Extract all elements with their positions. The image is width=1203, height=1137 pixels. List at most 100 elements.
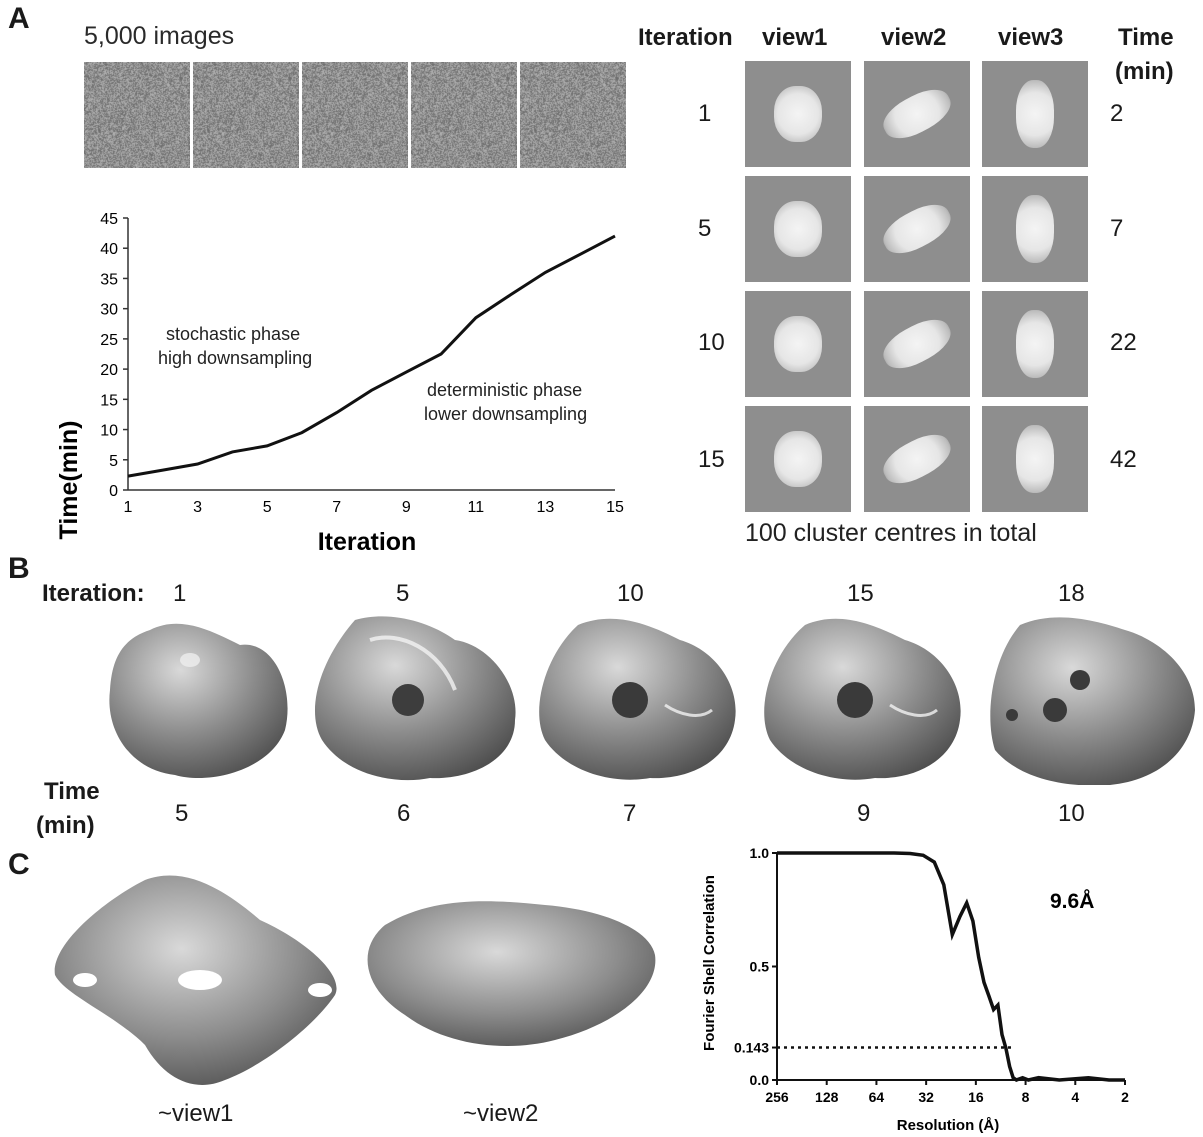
y-tick-label: 35 (100, 271, 118, 288)
cluster-centre-image (864, 61, 970, 167)
map-time: 5 (175, 800, 189, 827)
cluster-centre-image (982, 406, 1088, 512)
fsc-y-axis-label: Fourier Shell Correlation (701, 875, 718, 1051)
raw-image (520, 62, 626, 168)
cluster-centre-image (745, 291, 851, 397)
raw-image (411, 62, 517, 168)
view2-label: ~view2 (463, 1100, 539, 1127)
raw-image (193, 62, 299, 168)
y-tick-label: 10 (100, 423, 118, 440)
chart-axes (127, 218, 615, 491)
particle-blob (1016, 80, 1054, 148)
fsc-x-tick-label: 8 (1022, 1089, 1030, 1105)
x-axis-label: Iteration (318, 528, 417, 556)
map-iteration: 18 (1058, 580, 1085, 607)
grid-caption: 100 cluster centres in total (745, 519, 1037, 547)
x-tick-label: 7 (332, 499, 341, 516)
particle-blob (774, 201, 822, 257)
grid-header-view3: view3 (998, 24, 1064, 51)
row-time-value: 22 (1110, 329, 1137, 356)
fsc-ticks: 0.0 0.143 0.5 1.0 256 128 64 32 16 8 4 2 (734, 845, 1129, 1105)
particle-blob (774, 431, 822, 487)
particle-blob (1016, 425, 1054, 493)
cluster-centre-image (745, 406, 851, 512)
raw-image (84, 62, 190, 168)
fsc-curve (777, 851, 1125, 1082)
view1-label: ~view1 (158, 1100, 234, 1127)
fsc-y-tick-label: 0.143 (734, 1040, 769, 1056)
iteration-row-label: Iteration: (42, 580, 145, 607)
x-tick-label: 1 (124, 499, 133, 516)
cluster-centre-image (982, 61, 1088, 167)
row-iteration-label: 1 (698, 100, 712, 127)
map-time: 7 (623, 800, 637, 827)
density-map-iter10 (539, 618, 736, 780)
density-map-iter1 (109, 623, 288, 778)
cluster-centre-image (745, 176, 851, 282)
y-tick-label: 25 (100, 332, 118, 349)
map-iteration: 1 (173, 580, 187, 607)
fsc-x-tick-label: 256 (765, 1089, 789, 1105)
fsc-y-tick-label: 0.0 (750, 1072, 770, 1088)
map-time: 9 (857, 800, 871, 827)
map-iteration: 5 (396, 580, 410, 607)
x-tick-label: 11 (468, 499, 485, 516)
cluster-centre-image (864, 406, 970, 512)
particle-blob (876, 196, 958, 262)
fsc-x-tick-label: 32 (918, 1089, 934, 1105)
final-map-view1 (54, 875, 337, 1085)
fsc-x-axis-label: Resolution (Å) (897, 1117, 1000, 1134)
y-tick-label: 45 (100, 211, 118, 228)
fsc-x-tick-label: 4 (1071, 1089, 1079, 1105)
fsc-y-tick-label: 1.0 (750, 845, 770, 861)
particle-blob (876, 426, 958, 492)
y-tick-label: 30 (100, 302, 118, 319)
raw-image (302, 62, 408, 168)
particle-blob (1016, 310, 1054, 378)
panel-a-letter: A (8, 2, 30, 35)
fsc-x-tick-label: 128 (815, 1089, 839, 1105)
series-line (127, 234, 616, 478)
x-tick-label: 5 (263, 499, 272, 516)
y-tick-label: 20 (100, 362, 118, 379)
fsc-x-tick-label: 2 (1121, 1089, 1129, 1105)
density-map-series (109, 616, 1195, 785)
cluster-centre-image (864, 176, 970, 282)
row-time-value: 42 (1110, 446, 1137, 473)
particle-blob (774, 316, 822, 372)
map-iteration: 15 (847, 580, 874, 607)
row-iteration-label: 15 (698, 446, 725, 473)
row-time-value: 2 (1110, 100, 1124, 127)
panel-c-letter: C (8, 848, 30, 881)
map-time: 6 (397, 800, 411, 827)
grid-header-time-unit: (min) (1115, 58, 1174, 85)
annotation-deterministic-line1: deterministic phase (427, 380, 582, 400)
row-iteration-label: 10 (698, 329, 725, 356)
density-map-iter5 (314, 616, 516, 781)
y-axis-label: Time(min) (55, 421, 83, 540)
fsc-y-tick-label: 0.5 (750, 959, 770, 975)
particle-blob (876, 311, 958, 377)
x-tick-label: 13 (537, 499, 555, 516)
annotation-stochastic-line2: high downsampling (158, 348, 312, 368)
density-map-iter15 (764, 618, 961, 780)
final-map-views (54, 875, 656, 1085)
annotation-stochastic-line1: stochastic phase (166, 324, 300, 344)
fsc-chart: 0.0 0.143 0.5 1.0 256 128 64 32 16 8 4 2 9.6Å Resol… (701, 845, 1129, 1134)
x-tick-label: 3 (193, 499, 202, 516)
y-tick-label: 15 (100, 392, 118, 409)
fsc-x-tick-label: 64 (869, 1089, 885, 1105)
fsc-x-tick-label: 16 (968, 1089, 984, 1105)
map-iteration: 10 (617, 580, 644, 607)
particle-blob (876, 81, 958, 147)
cluster-centre-image (982, 176, 1088, 282)
grid-header-iteration: Iteration (638, 24, 733, 51)
particle-blob (1016, 195, 1054, 263)
time-row-label: Time (44, 778, 100, 805)
x-tick-label: 9 (402, 499, 411, 516)
grid-header-time: Time (1118, 24, 1174, 51)
density-map-iter18 (990, 617, 1195, 785)
cluster-centre-image (982, 291, 1088, 397)
